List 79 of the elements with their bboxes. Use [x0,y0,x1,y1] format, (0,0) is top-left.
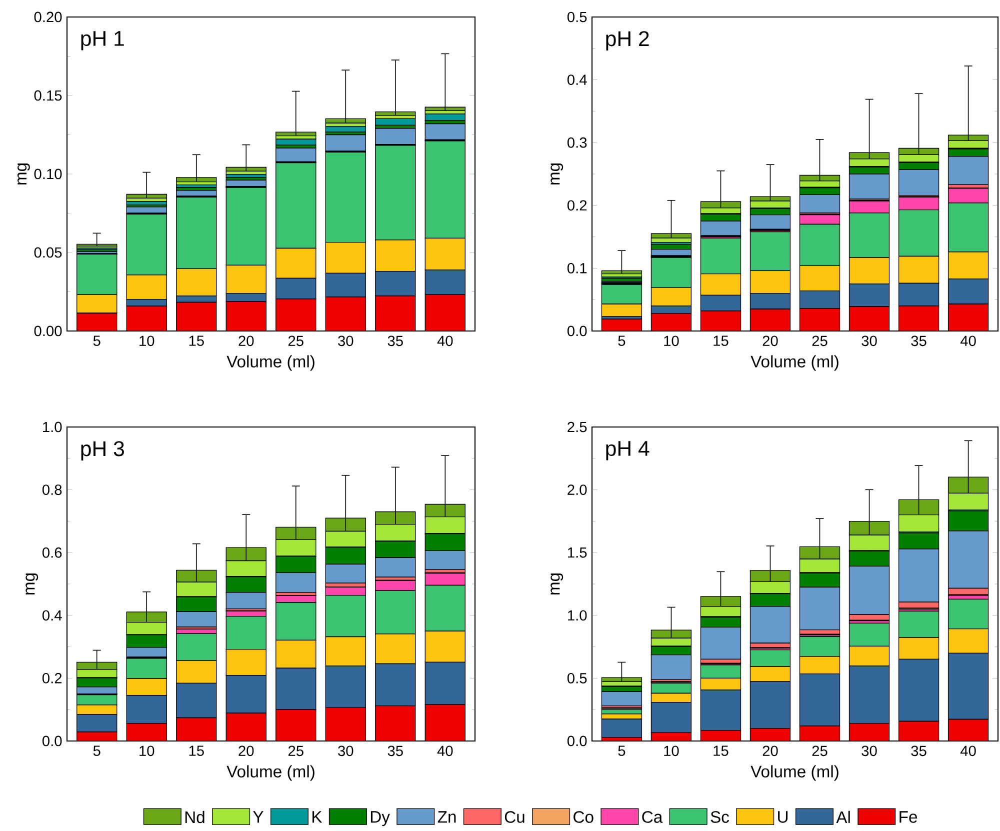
y-axis-title: mg [26,573,38,594]
x-tick-label: 35 [911,336,926,346]
y-tick-label: 0.2 [42,673,62,684]
x-tick-label: 15 [189,746,204,756]
x-tick-label: 5 [93,336,100,346]
x-tick-label: 15 [189,336,204,346]
x-tick-label: 10 [140,336,154,346]
y-axis-title: mg [18,163,30,184]
y-tick-label: 1.5 [568,547,587,558]
y-tick-label: 0.0 [42,736,62,746]
legend-label: Ca [642,811,663,823]
legend-label: K [312,811,322,823]
x-tick-label: 30 [338,746,354,756]
x-axis-title: Volume (ml) [226,765,314,781]
x-tick-label: 25 [288,746,304,756]
x-tick-label: 10 [664,336,679,346]
x-tick-label: 20 [762,336,778,346]
x-tick-label: 5 [618,336,626,346]
x-tick-label: 40 [960,746,976,756]
y-tick-label: 0.15 [34,90,62,101]
y-tick-label: 2.5 [568,422,587,432]
y-tick-label: 2.0 [568,484,587,495]
y-tick-label: 0.5 [567,12,587,22]
y-tick-label: 0.1 [567,263,587,274]
legend-label: Al [836,810,850,823]
legend-label: Sc [710,811,729,823]
x-tick-label: 35 [388,336,403,346]
x-tick-label: 5 [93,746,100,756]
x-tick-label: 40 [437,336,453,346]
x-axis-title: Volume (ml) [750,355,838,371]
x-tick-label: 30 [862,336,877,346]
y-tick-label: 0.00 [34,326,62,336]
x-tick-label: 10 [140,746,154,756]
y-axis-title: mg [550,163,564,184]
y-tick-label: 0.4 [567,74,587,85]
y-tick-label: 1.0 [568,610,587,621]
y-tick-label: 0.4 [42,610,62,621]
x-tick-label: 40 [437,746,453,756]
legend-label: Fe [900,811,918,823]
x-tick-label: 10 [664,746,679,756]
y-tick-label: 0.5 [567,673,587,684]
y-tick-label: 0.20 [34,12,62,22]
text: pH 2 [606,31,649,50]
legend-label: Y [253,811,264,823]
y-tick-label: 0.8 [42,484,62,495]
x-tick-label: 5 [618,746,626,756]
y-tick-label: 0.0 [567,736,587,746]
y-tick-label: 0.2 [567,200,587,211]
x-tick-label: 30 [338,336,354,346]
legend-label: Cu [504,811,524,823]
text: pH 3 [81,441,124,460]
y-tick-label: 1.0 [43,422,62,432]
x-tick-label: 25 [812,746,828,756]
x-tick-label: 20 [238,746,254,756]
y-tick-label: 0.10 [34,168,62,180]
x-axis-title: Volume (ml) [750,765,838,781]
x-axis-title: Volume (ml) [226,355,314,371]
y-tick-label: 0.6 [42,547,62,558]
legend-label: Zn [438,811,456,823]
x-tick-label: 25 [812,336,828,346]
x-tick-label: 15 [714,336,728,346]
x-tick-label: 35 [911,746,926,756]
x-tick-label: 35 [388,746,403,756]
y-tick-label: 0.0 [567,326,587,336]
x-tick-label: 15 [714,746,728,756]
legend-label: U [778,811,788,823]
y-axis-title: mg [550,573,564,594]
x-tick-label: 20 [762,746,778,756]
x-tick-label: 20 [238,336,254,346]
y-tick-label: 0.3 [567,137,587,148]
x-tick-label: 30 [862,746,877,756]
legend-label: Dy [370,811,390,826]
x-tick-label: 25 [288,336,304,346]
text: pH 4 [606,441,650,460]
text: pH 1 [81,31,124,50]
legend-label: Nd [185,810,204,824]
x-tick-label: 40 [960,336,976,346]
legend-label: Co [574,811,594,823]
y-tick-label: 0.05 [34,247,62,258]
